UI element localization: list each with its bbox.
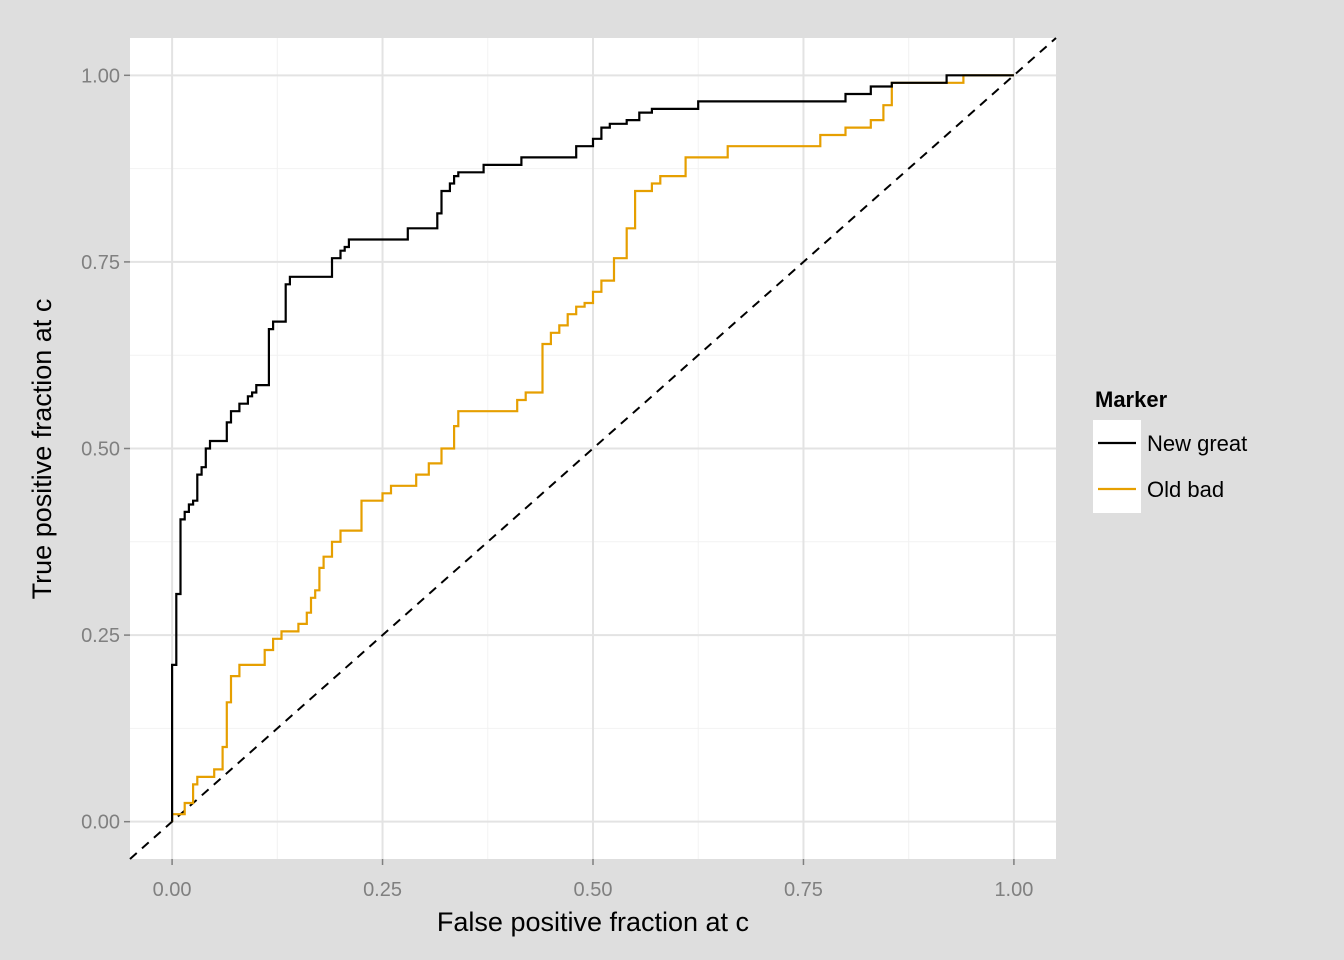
series-line-old-bad bbox=[171, 74, 1014, 822]
x-tick-label: 0.75 bbox=[784, 879, 823, 901]
legend-title: Marker bbox=[1095, 387, 1168, 412]
y-tick-label: 0.50 bbox=[81, 439, 120, 461]
x-axis-title: False positive fraction at c bbox=[437, 907, 749, 937]
legend-label-new-great: New great bbox=[1147, 431, 1247, 456]
x-axis-ticks: 0.00 0.25 0.50 0.75 1.00 bbox=[153, 859, 1033, 901]
x-tick-label: 1.00 bbox=[994, 879, 1033, 901]
x-tick-label: 0.25 bbox=[363, 879, 402, 901]
y-axis-title: True positive fraction at c bbox=[27, 299, 57, 600]
series-layer bbox=[171, 74, 1014, 822]
reference-diagonal-line bbox=[129, 37, 1057, 860]
legend: Marker New great Old bad bbox=[1093, 387, 1247, 513]
x-tick-label: 0.00 bbox=[153, 879, 192, 901]
y-tick-label: 0.75 bbox=[81, 252, 120, 274]
legend-label-old-bad: Old bad bbox=[1147, 477, 1224, 502]
reference-diagonal-layer bbox=[129, 37, 1057, 860]
y-tick-label: 0.00 bbox=[81, 812, 120, 834]
x-tick-label: 0.50 bbox=[574, 879, 613, 901]
y-tick-label: 0.25 bbox=[81, 625, 120, 647]
y-tick-label: 1.00 bbox=[81, 65, 120, 87]
series-line-new-great bbox=[171, 74, 1014, 822]
y-axis-ticks: 0.00 0.25 0.50 0.75 1.00 bbox=[81, 65, 130, 834]
